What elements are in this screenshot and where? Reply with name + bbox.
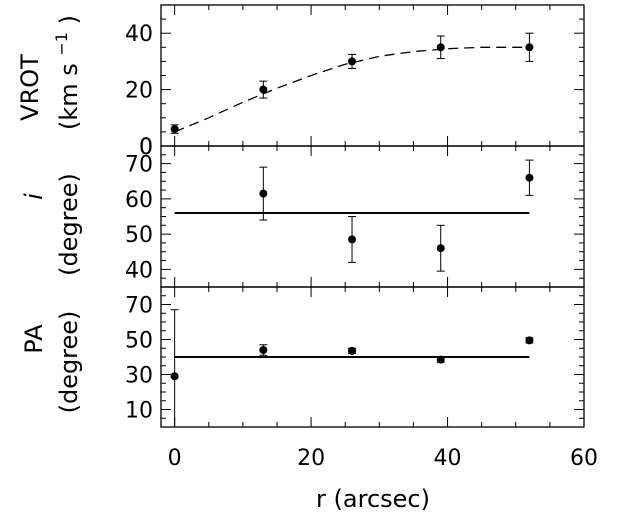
y-tick-label: 0	[139, 135, 153, 160]
y-tick-label: 60	[125, 188, 153, 213]
y-tick-label: 30	[125, 364, 153, 389]
panel-frame	[160, 145, 585, 288]
data-point	[525, 336, 534, 345]
data-point	[259, 85, 268, 94]
y-axis-label-units: (degree)	[55, 311, 83, 414]
data-point	[525, 43, 534, 52]
y-tick-label: 0	[139, 135, 153, 160]
panel-middle: 40 50 60 70 i (degree)	[20, 145, 585, 288]
y-axis-label-main: VROT	[16, 54, 44, 121]
data-point	[259, 346, 268, 354]
y-tick-label: 70	[125, 294, 153, 319]
model-curve	[174, 46, 530, 133]
data-point	[436, 355, 445, 364]
x-axis-label: r (arcsec)	[316, 485, 430, 513]
y-tick-label: 40	[125, 22, 153, 47]
y-axis-label-main: i	[20, 193, 48, 200]
x-tick-label: 40	[434, 446, 462, 471]
panel-frame	[160, 4, 585, 147]
x-tick-label: 20	[297, 446, 325, 471]
data-point	[170, 372, 179, 381]
y-axis-label-main: PA	[20, 324, 48, 354]
y-tick-label: 70	[125, 153, 153, 178]
data-point	[348, 57, 357, 66]
data-point	[259, 189, 268, 198]
x-axis: 0 20 40 60	[168, 446, 598, 471]
x-tick-label: 0	[168, 446, 182, 471]
data-point	[436, 244, 445, 253]
data-point	[348, 346, 357, 355]
data-point	[436, 43, 445, 52]
panel-bottom: 10 30 50 70 PA (degree)	[20, 286, 585, 428]
y-axis-label-units: (km s −1 )	[52, 15, 83, 130]
y-tick-label: 20	[125, 79, 153, 104]
y-tick-label: 50	[125, 329, 153, 354]
data-point	[348, 235, 357, 244]
y-tick-label: 50	[125, 223, 153, 248]
y-tick-label: 40	[125, 258, 153, 283]
data-point	[170, 125, 179, 134]
data-point	[525, 173, 534, 182]
y-axis-label-units: (degree)	[55, 173, 83, 276]
x-tick-label: 60	[570, 446, 598, 471]
y-tick-label: 10	[125, 399, 153, 424]
